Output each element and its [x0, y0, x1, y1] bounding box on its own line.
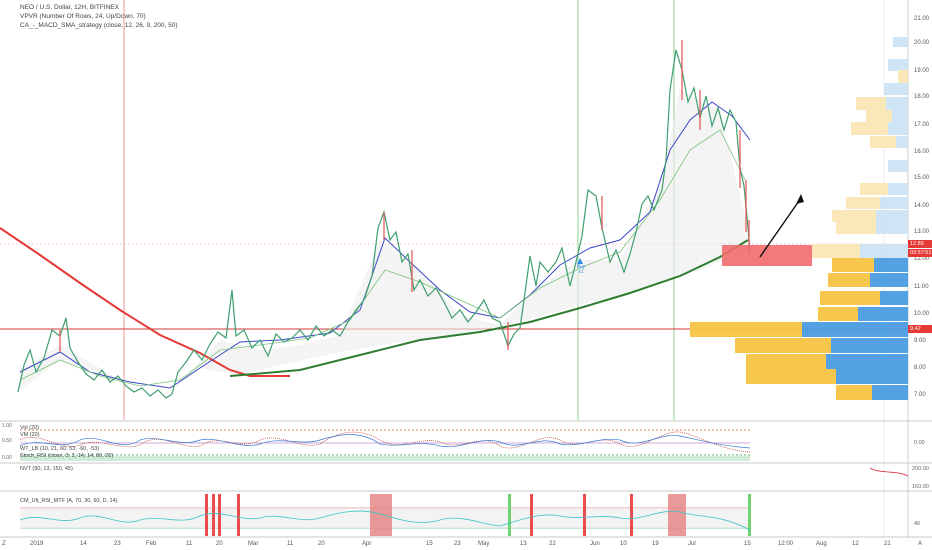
osc-axis-tick: 1.00	[2, 423, 12, 429]
date-tick: 11	[186, 541, 193, 547]
trend-arrow	[759, 197, 802, 258]
date-tick: 11	[287, 541, 294, 547]
vm-indicator-label[interactable]: VM (20)	[20, 432, 40, 438]
stoch-indicator-label[interactable]: Stoch_RSI (close, 3, 3, 14, 14, 80, 20)	[20, 453, 114, 459]
date-tick: 23	[114, 541, 121, 547]
date-tick: 20	[318, 541, 325, 547]
price-candles	[17, 49, 751, 399]
date-tick: Jul	[688, 541, 696, 547]
price-tick: 7.00	[914, 392, 926, 398]
price-tick: 10.00	[914, 311, 930, 317]
osc-axis-tick: 0.50	[2, 438, 12, 444]
strategy-indicator-label[interactable]: CA_-_MACD_SMA_strategy (close, 12, 26, 9…	[20, 22, 178, 29]
nvt-indicator-label[interactable]: NVT (90, 13, 150, 45)	[20, 466, 73, 472]
price-tick: 12.00	[914, 256, 930, 262]
current-price-tag: 12.89	[908, 240, 932, 248]
cm-rsi-indicator-label[interactable]: CM_Ult_RSI_MTF (A, 70, 30, 60, D, 14)	[20, 498, 118, 504]
date-tick: 19	[652, 541, 659, 547]
price-tick: 15.00	[914, 175, 930, 181]
timezone-icon[interactable]: Z	[2, 541, 6, 547]
volume-profile	[690, 37, 908, 400]
price-tick: 17.00	[914, 122, 930, 128]
price-tick: 19.00	[914, 68, 930, 74]
date-tick: Apr	[362, 541, 372, 547]
date-tick: 13	[520, 541, 527, 547]
date-tick: 2019	[30, 541, 44, 547]
price-tick: 8.00	[914, 365, 926, 371]
price-tick: 14.00	[914, 203, 930, 209]
date-tick: 12:00	[778, 541, 794, 547]
osc-right-tick: 0.00	[914, 440, 925, 446]
price-tick: 13.00	[914, 229, 930, 235]
nvt-right-tick: 160.00	[912, 484, 929, 490]
date-tick: 15	[426, 541, 433, 547]
wt-indicator-label[interactable]: WT_LB (10, 21, 60, 53, -60, -53)	[20, 446, 100, 452]
date-tick: 23	[454, 541, 461, 547]
oscillator-pane	[19, 429, 751, 461]
price-tick: 21.00	[914, 16, 930, 22]
nvt-right-tick: 200.00	[912, 466, 929, 472]
price-tick: 11.00	[914, 284, 929, 290]
date-tick: 22	[549, 541, 556, 547]
price-tick: 9.00	[914, 338, 926, 344]
buy-signal-label: Buy x1	[576, 264, 586, 275]
date-tick: 10	[620, 541, 627, 547]
vol-indicator-label[interactable]: Vol (20)	[20, 425, 39, 431]
price-tick: 20.00	[914, 40, 930, 46]
nvt-pane	[869, 467, 909, 477]
osc-axis-tick: 0.00	[2, 455, 12, 461]
auto-scale-button[interactable]: A	[918, 541, 923, 547]
date-tick: May	[478, 541, 490, 547]
date-tick: Aug	[816, 541, 827, 547]
price-tick: 16.00	[914, 149, 930, 155]
cm-rsi-pane	[19, 494, 751, 536]
countdown-tag: 03:57:51	[908, 249, 932, 257]
date-tick: 21	[884, 541, 891, 547]
date-tick: 20	[216, 541, 223, 547]
price-tick: 18.00	[914, 94, 930, 100]
demand-zone-rectangle	[722, 245, 812, 266]
date-tick: 15	[744, 541, 751, 547]
date-tick: 14	[80, 541, 87, 547]
date-tick: Feb	[146, 541, 157, 547]
buy-marker-icon	[577, 258, 583, 264]
cm-right-tick: 40	[914, 521, 921, 527]
level-price-tag: 9.42	[908, 325, 932, 333]
vpvr-indicator-label[interactable]: VPVR (Number Of Rows, 24, Up/Down, 70)	[20, 13, 146, 20]
date-tick: 12	[852, 541, 859, 547]
date-tick: Mar	[248, 541, 259, 547]
date-tick: Jun	[590, 541, 600, 547]
sma50-line	[229, 239, 749, 377]
chart-symbol-title: NEO / U.S. Dollar, 12H, BITFINEX	[20, 4, 119, 11]
